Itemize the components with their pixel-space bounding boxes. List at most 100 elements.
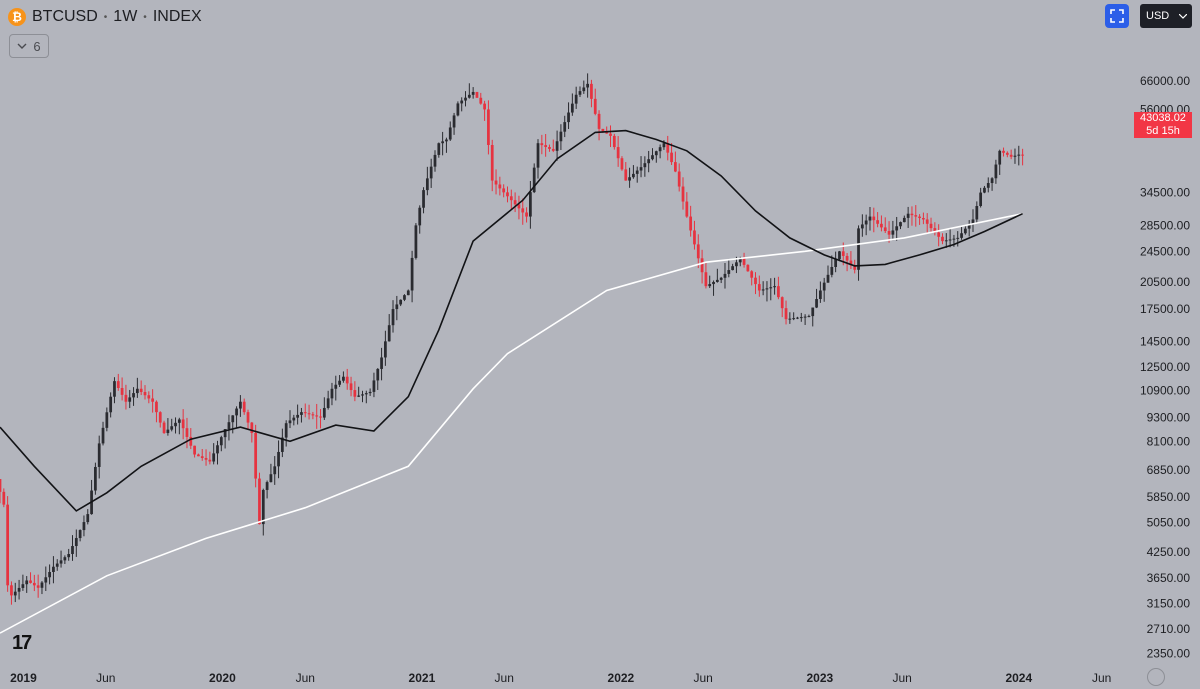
candle-up [78, 530, 82, 539]
candle-up [67, 554, 71, 558]
candle-up [17, 587, 21, 592]
candle-up [948, 239, 952, 241]
candle-up [113, 381, 116, 397]
candle-down [933, 228, 937, 233]
candle-up [21, 584, 25, 588]
candle-up [216, 445, 219, 454]
candle-up [441, 141, 444, 144]
symbol-header[interactable]: ₿ BTCUSD • 1W • INDEX [8, 6, 202, 28]
candle-down [685, 201, 689, 217]
symbol-name: BTCUSD [32, 8, 98, 25]
candle-down [151, 398, 155, 402]
bitcoin-icon: ₿ [8, 8, 26, 26]
candle-up [219, 437, 223, 446]
candle-down [880, 223, 883, 228]
time-axis[interactable]: 2019 Jun 2020 Jun 2021 Jun 2022 Jun 2023 Jun 2024 J… [10, 671, 1111, 685]
candle-up [86, 514, 90, 523]
candle-up [986, 183, 990, 188]
candle-up [952, 238, 956, 240]
candle-down [929, 223, 933, 229]
price-tick-label: 3650.00 [1147, 571, 1191, 585]
settings-icon[interactable] [1147, 668, 1165, 686]
candle-down [922, 218, 925, 220]
candle-down [193, 445, 196, 455]
price-tick-label: 17500.00 [1140, 302, 1190, 316]
candle-down [143, 392, 147, 396]
candle-up [963, 228, 967, 234]
interval-label: 1W [113, 8, 138, 25]
candle-up [796, 317, 799, 319]
candle-up [773, 286, 776, 288]
candle-up [452, 115, 456, 128]
candle-up [769, 287, 773, 289]
candle-up [273, 466, 277, 475]
time-tick-label: Jun [495, 671, 514, 685]
candle-down [616, 147, 620, 159]
price-tick-label: 3150.00 [1147, 596, 1191, 610]
last-price-tag: 43038.02 5d 15h [1134, 112, 1192, 138]
candle-up [956, 237, 960, 239]
candle-down [918, 216, 921, 219]
time-tick-label: 2019 [10, 671, 37, 685]
candle-down [319, 416, 322, 418]
candle-down [624, 169, 628, 181]
candle-up [399, 299, 403, 305]
time-tick-label: Jun [296, 671, 315, 685]
time-tick-label: Jun [1092, 671, 1111, 685]
candle-down [498, 184, 502, 189]
time-tick-label: 2023 [806, 671, 833, 685]
candle-down [254, 433, 258, 479]
candle-down [548, 147, 551, 149]
candle-down [849, 260, 853, 266]
candle-up [177, 419, 181, 423]
candle-up [708, 284, 712, 287]
candle-down [189, 436, 193, 446]
candle-up [467, 94, 471, 98]
time-tick-label: 2022 [608, 671, 635, 685]
candle-down [601, 128, 605, 132]
candle-up [71, 546, 74, 555]
candle-down [487, 109, 490, 145]
candle-up [979, 192, 983, 207]
candle-up [338, 380, 341, 385]
candle-down [303, 412, 307, 414]
currency-select[interactable]: USD [1140, 4, 1192, 28]
candle-down [925, 219, 929, 224]
candle-up [227, 422, 231, 430]
candle-down [521, 208, 525, 213]
candle-down [6, 504, 10, 586]
candle-up [830, 266, 834, 275]
candle-down [693, 230, 696, 245]
time-tick-label: Jun [892, 671, 911, 685]
candle-down [784, 308, 788, 320]
price-axis[interactable]: 2350.00 2710.00 3150.00 3650.00 4250.00 5050.… [1140, 74, 1190, 660]
candle-up [826, 274, 830, 283]
candle-down [120, 387, 124, 395]
candle-up [284, 423, 288, 438]
candle-up [738, 258, 742, 263]
candle-down [700, 258, 704, 273]
candle-up [975, 206, 979, 220]
candle-up [44, 577, 48, 583]
candle-up [414, 225, 418, 258]
price-tick-label: 4250.00 [1147, 545, 1191, 559]
candle-up [330, 388, 334, 399]
candle-up [822, 282, 826, 291]
candle-up [422, 190, 425, 208]
candle-up [895, 226, 899, 231]
candle-up [944, 240, 948, 242]
candle-down [876, 220, 879, 224]
candle-up [55, 563, 59, 567]
candle-up [372, 380, 376, 392]
candle-up [967, 224, 971, 229]
fullscreen-button[interactable] [1105, 4, 1129, 28]
candle-down [914, 215, 918, 217]
candle-up [983, 187, 986, 193]
tradingview-logo-icon[interactable]: 17 [12, 632, 32, 654]
candle-up [715, 279, 719, 282]
candle-down [353, 390, 357, 397]
candle-down [155, 401, 158, 413]
candle-down [2, 491, 6, 505]
indicators-toggle-button[interactable]: 6 [9, 34, 49, 58]
